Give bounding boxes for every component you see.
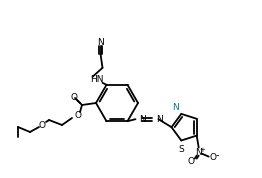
Text: N: N bbox=[156, 115, 163, 124]
Text: O: O bbox=[39, 121, 46, 130]
Text: O: O bbox=[74, 111, 81, 119]
Text: N: N bbox=[97, 38, 104, 47]
Text: O: O bbox=[187, 157, 194, 166]
Text: O: O bbox=[209, 153, 216, 162]
Text: HN: HN bbox=[90, 75, 103, 84]
Text: N: N bbox=[139, 115, 146, 124]
Text: N: N bbox=[195, 148, 202, 157]
Text: O: O bbox=[70, 93, 78, 101]
Text: S: S bbox=[178, 145, 184, 155]
Text: -: - bbox=[216, 151, 220, 161]
Text: N: N bbox=[173, 103, 179, 112]
Text: +: + bbox=[200, 147, 206, 153]
